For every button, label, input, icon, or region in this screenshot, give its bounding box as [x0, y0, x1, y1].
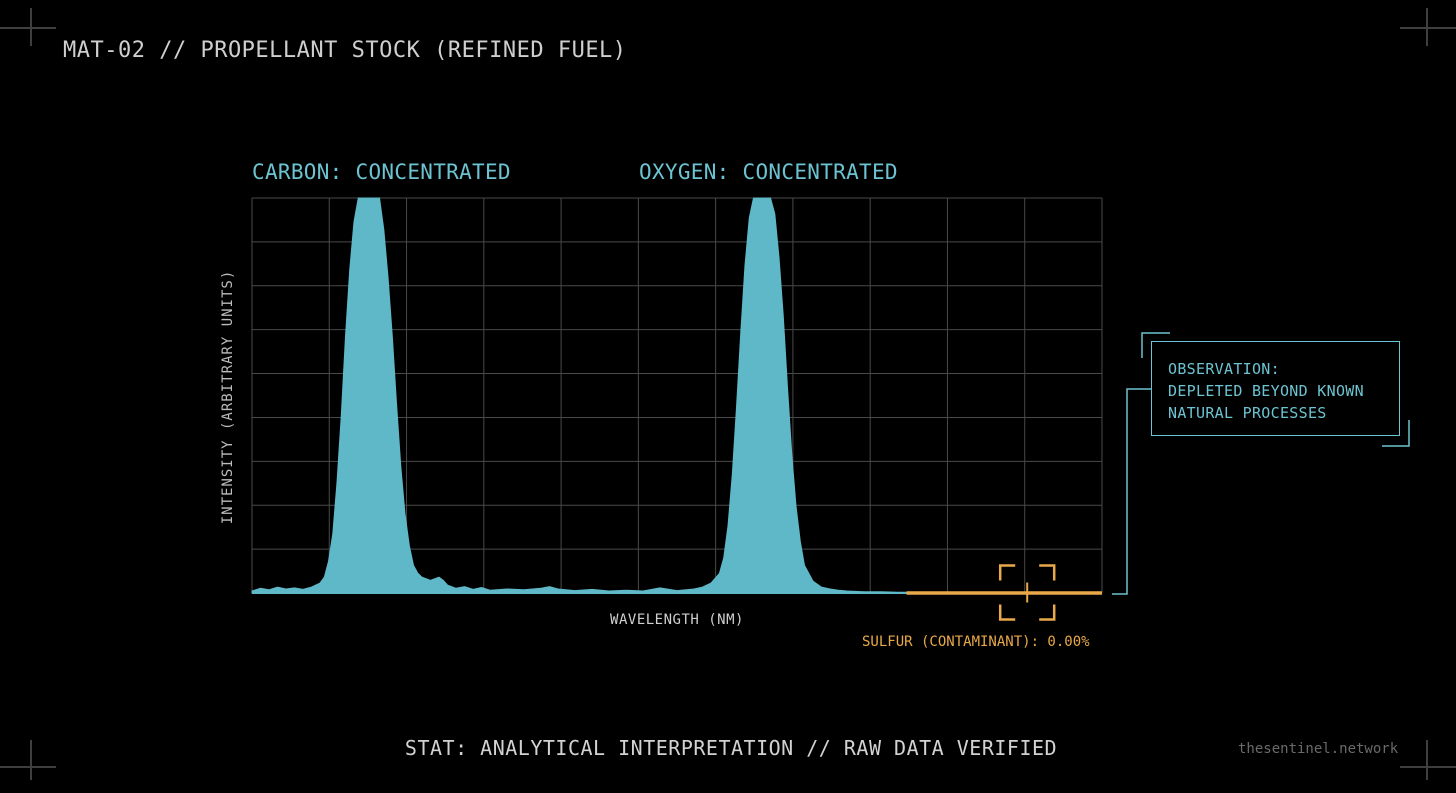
spectrum-area [251, 197, 907, 594]
frame-corner-tick [1400, 27, 1456, 29]
page-title: MAT-02 // PROPELLANT STOCK (REFINED FUEL… [63, 38, 627, 63]
callout-connector [1112, 388, 1151, 595]
observation-line: NATURAL PROCESSES [1168, 404, 1327, 422]
reticle-corner [998, 564, 1016, 581]
reticle-corner [998, 604, 1016, 621]
y-axis-label: INTENSITY (ARBITRARY UNITS) [220, 269, 236, 525]
x-axis-label: WAVELENGTH (NM) [610, 612, 744, 628]
frame-corner-tick [1400, 766, 1456, 768]
observation-callout-bracket [1112, 332, 1410, 595]
sulfur-annotation: SULFUR (CONTAMINANT): 0.00% [862, 634, 1090, 650]
reticle-corner [1039, 604, 1056, 621]
frame-corner-tick [0, 766, 56, 768]
peak-label-oxygen: OXYGEN: CONCENTRATED [639, 160, 898, 184]
observation-box: OBSERVATION: DEPLETED BEYOND KNOWN NATUR… [1151, 341, 1400, 436]
frame-corner-tick [30, 740, 32, 780]
reticle-corner [1039, 564, 1056, 581]
callout-bracket-top [1141, 332, 1170, 358]
frame-corner-tick [1426, 740, 1428, 780]
brand-watermark: thesentinel.network [1238, 741, 1399, 757]
sulfur-reticle-icon [998, 564, 1056, 621]
observation-line: DEPLETED BEYOND KNOWN [1168, 382, 1364, 400]
peak-label-carbon: CARBON: CONCENTRATED [252, 160, 511, 184]
callout-bracket-bottom [1382, 420, 1410, 447]
observation-line: OBSERVATION: [1168, 360, 1280, 378]
frame-corner-tick [0, 27, 56, 29]
status-footer: STAT: ANALYTICAL INTERPRETATION // RAW D… [404, 736, 1058, 760]
